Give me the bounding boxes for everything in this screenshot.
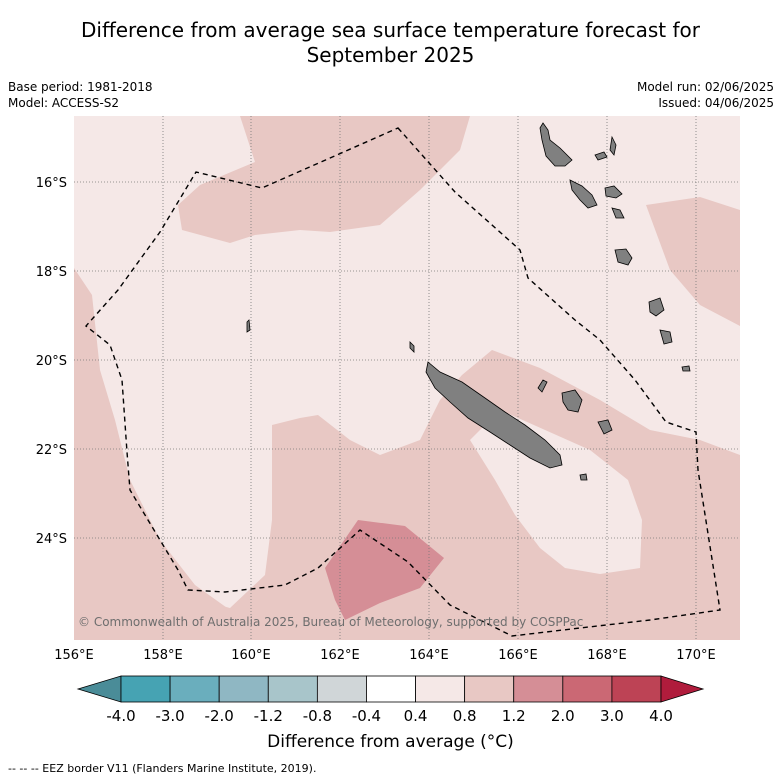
lon-label-156: 156°E (54, 648, 94, 663)
lon-axis: 156°E 158°E 160°E 162°E 164°E 166°E 168°… (54, 648, 716, 663)
colorbar-tick-label: 4.0 (649, 707, 673, 725)
title-line-2: September 2025 (306, 43, 475, 67)
lat-label-24: 24°S (36, 532, 67, 547)
base-period: Base period: 1981-2018 (8, 80, 153, 94)
colorbar-tick-label: -1.2 (254, 707, 283, 725)
lon-label-166: 166°E (498, 648, 538, 663)
lon-label-158: 158°E (143, 648, 183, 663)
colorbar-ticks: -4.0 -3.0 -2.0 -1.2 -0.8 -0.4 0.4 0.8 1.2 2.0 3.0 4… (106, 707, 673, 725)
lon-label-170: 170°E (676, 648, 716, 663)
colorbar-tick-label: 0.4 (404, 707, 428, 725)
land-masses (246, 122, 691, 481)
colorbar-extend-high (660, 675, 705, 703)
lon-label-162: 162°E (320, 648, 360, 663)
chart-title: Difference from average sea surface temp… (0, 18, 781, 68)
lat-label-22: 22°S (36, 443, 67, 458)
loyalty-mare (597, 419, 613, 435)
colorbar-swatch (267, 675, 318, 703)
copyright-text: © Commonwealth of Australia 2025, Bureau… (78, 615, 583, 629)
lon-label-160: 160°E (231, 648, 271, 663)
colorbar-swatch (464, 675, 515, 703)
vanuatu-epi (604, 185, 623, 199)
colorbar-swatch (611, 675, 662, 703)
colorbar-tick-label: -4.0 (106, 707, 135, 725)
meta-left: Base period: 1981-2018 Model: ACCESS-S2 (8, 79, 153, 111)
colorbar-swatch (218, 675, 269, 703)
vanuatu-espiritu-santo (539, 122, 573, 167)
colorbar-tick-label: 3.0 (600, 707, 624, 725)
loyalty-lifou (561, 389, 583, 413)
map-fields (74, 116, 740, 640)
colorbar-swatch (562, 675, 613, 703)
colorbar-tick-label: -0.4 (352, 707, 381, 725)
issued-date: Issued: 04/06/2025 (658, 96, 774, 110)
anomaly-field-0-4-0-8-inner (470, 410, 642, 574)
colorbar-swatch (169, 675, 220, 703)
colorbar-tick-label: -0.8 (303, 707, 332, 725)
colorbar-swatch (366, 675, 416, 703)
colorbar-tick-label: 2.0 (551, 707, 575, 725)
model-run: Model run: 02/06/2025 (636, 80, 774, 94)
colorbar-tick-label: 0.8 (453, 707, 477, 725)
eez-footnote: -- -- -- EEZ border V11 (Flanders Marine… (8, 762, 317, 775)
belep-islands (409, 341, 415, 353)
colorbar-swatch (415, 675, 466, 703)
model-name: Model: ACCESS-S2 (8, 96, 120, 110)
vanuatu-malakula (569, 179, 598, 209)
loyalty-ouvea (537, 379, 548, 393)
colorbar-swatch (513, 675, 564, 703)
vanuatu-erromango (648, 297, 665, 317)
eez-border (84, 127, 721, 637)
vanuatu-aneityum (681, 365, 691, 372)
anomaly-field-0-8-1-2-west (74, 268, 230, 610)
lat-label-18: 18°S (36, 265, 67, 280)
isle-of-pines (579, 473, 588, 481)
chesterfield-islet (246, 319, 251, 333)
colorbar-extend-low (76, 675, 122, 703)
vanuatu-shepherd (611, 207, 625, 219)
lat-label-20: 20°S (36, 354, 67, 369)
colorbar-swatch (120, 675, 171, 703)
new-caledonia-island (425, 361, 563, 469)
vanuatu-efate (614, 248, 633, 266)
lat-label-16: 16°S (36, 176, 67, 191)
lon-label-168: 168°E (587, 648, 627, 663)
lon-label-164: 164°E (409, 648, 449, 663)
title-line-1: Difference from average sea surface temp… (80, 18, 700, 42)
anomaly-field-0-8-1-2-northeast (646, 197, 740, 326)
colorbar-swatch (316, 675, 367, 703)
colorbar-label: Difference from average (°C) (267, 732, 514, 752)
vanuatu-tanna (659, 329, 673, 345)
anomaly-field-1-2-2-0 (325, 520, 444, 620)
colorbar-tick-label: 1.2 (502, 707, 526, 725)
lat-axis: 16°S 18°S 20°S 22°S 24°S (36, 176, 67, 547)
colorbar-swatches (76, 675, 705, 703)
colorbar-tick-label: -2.0 (205, 707, 234, 725)
vanuatu-maewo (609, 135, 617, 156)
meta-right: Model run: 02/06/2025 Issued: 04/06/2025 (637, 79, 774, 111)
vanuatu-ambae (594, 151, 608, 161)
colorbar-tick-label: -3.0 (155, 707, 184, 725)
anomaly-field-0-8-1-2-north (178, 116, 470, 243)
